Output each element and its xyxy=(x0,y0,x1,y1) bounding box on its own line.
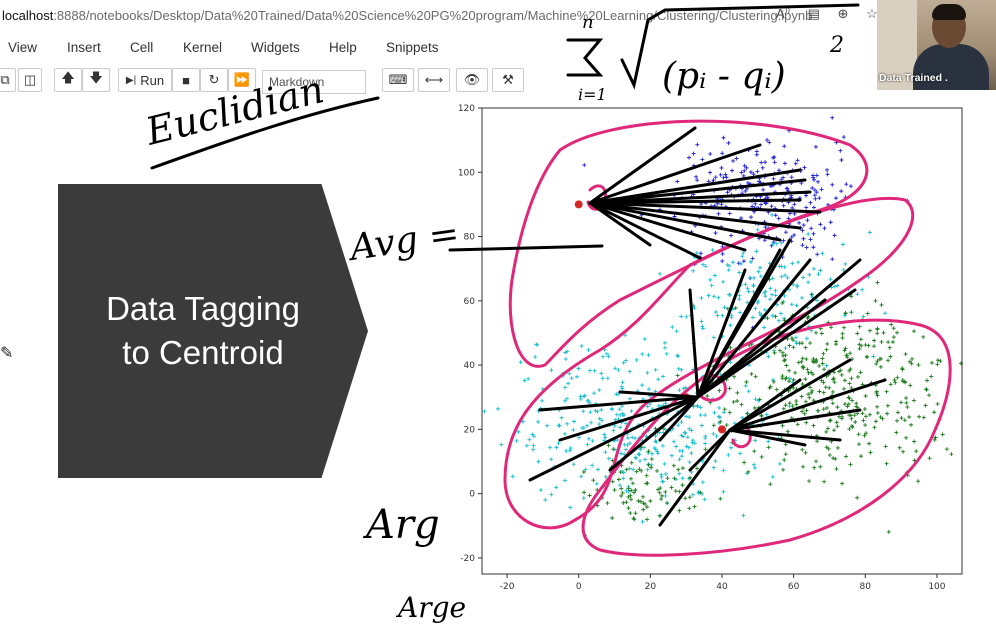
y-tick-label: 0 xyxy=(469,490,475,500)
slide-line-1: Data Tagging xyxy=(106,290,300,327)
x-tick-label: 0 xyxy=(576,582,582,592)
read-aloud-icon[interactable]: A)) xyxy=(776,6,790,22)
favorite-icon[interactable]: ☆ xyxy=(866,6,878,22)
run-button[interactable]: ▶| Run xyxy=(118,68,172,92)
point-cluster-cyan xyxy=(496,406,501,411)
restart-button[interactable]: ↻ xyxy=(200,68,228,92)
menu-kernel[interactable]: Kernel xyxy=(183,40,223,55)
cell-type-select[interactable]: Markdown xyxy=(262,70,366,94)
menu-help[interactable]: Help xyxy=(329,40,357,55)
eye-icon: 👁 xyxy=(463,72,481,87)
pencil-cursor-icon: ✎ xyxy=(0,345,14,362)
arrow-up-icon: 🡅 xyxy=(61,70,75,85)
presenter-body xyxy=(913,44,989,90)
webcam-overlay: Data Trained . xyxy=(877,0,996,90)
reader-view-icon[interactable]: ▤ xyxy=(807,6,820,22)
presenter-hair xyxy=(932,4,966,20)
expand-button[interactable]: ⟷ xyxy=(418,68,450,92)
x-tick-label: 60 xyxy=(788,582,800,592)
address-bar[interactable]: localhost:8888/notebooks/Desktop/Data%20… xyxy=(0,0,882,32)
gavel-icon: ⚒ xyxy=(502,72,514,87)
copy-cell-button[interactable]: ⧉ xyxy=(0,68,16,92)
menu-view[interactable]: View xyxy=(8,40,38,55)
underline-euclidean xyxy=(150,96,380,170)
point-cluster-cyan xyxy=(482,409,487,414)
jupyter-menubar: View Insert Cell Kernel Widgets Help Sni… xyxy=(0,34,996,62)
slide-line-2: to Centroid xyxy=(122,334,284,371)
slide-arrow-shape xyxy=(58,184,368,478)
menu-insert[interactable]: Insert xyxy=(67,40,101,55)
y-tick-label: 60 xyxy=(464,297,476,307)
arrow-down-icon: 🡇 xyxy=(89,70,103,85)
arrows-horizontal-icon: ⟷ xyxy=(424,72,444,87)
x-tick-label: 20 xyxy=(645,582,657,592)
zoom-icon[interactable]: ⊕ xyxy=(837,6,849,22)
centroid-marker xyxy=(718,425,726,434)
x-tick-label: 40 xyxy=(716,582,728,592)
slide-arrow-text: Data Tagging to Centroid xyxy=(58,184,348,478)
browser-toolbar-icons: A)) ▤ ⊕ ☆ xyxy=(776,6,892,22)
menu-widgets[interactable]: Widgets xyxy=(251,40,300,55)
paste-cell-button[interactable]: ◫ xyxy=(18,68,42,92)
stop-button[interactable]: ■ xyxy=(172,68,200,92)
run-icon: ▶| xyxy=(125,74,137,86)
y-axis-ticks: -20 0 20 40 60 80 100 120 xyxy=(458,104,482,564)
webcam-background xyxy=(877,0,917,90)
move-down-button[interactable]: 🡇 xyxy=(82,68,110,92)
copy-icon: ⧉ xyxy=(0,72,10,87)
view-button[interactable]: 👁 xyxy=(456,68,488,92)
url-host: localhost xyxy=(2,8,54,23)
menu-snippets[interactable]: Snippets xyxy=(386,40,439,55)
stop-icon: ■ xyxy=(182,72,190,88)
point-cluster-blue xyxy=(830,115,835,120)
scatter-chart: -20 0 20 40 60 80 100 -20 0 20 40 60 80 100 120 xyxy=(458,104,964,592)
url-path: :8888/notebooks/Desktop/Data%20Trained/D… xyxy=(53,8,813,23)
handwritten-arg: Arg xyxy=(362,502,440,548)
handwritten-avg: Avg = xyxy=(345,213,462,269)
y-tick-label: 80 xyxy=(464,233,476,243)
y-tick-label: 100 xyxy=(458,168,475,178)
centroid-marker xyxy=(574,200,583,209)
x-axis-ticks: -20 0 20 40 60 80 100 xyxy=(500,574,946,592)
y-tick-label: 120 xyxy=(458,104,475,114)
webcam-caption: Data Trained . xyxy=(879,72,948,84)
point-cluster-green xyxy=(959,361,964,366)
gavel-button[interactable]: ⚒ xyxy=(492,68,524,92)
fast-forward-icon: ⏩ xyxy=(233,72,251,87)
menu-cell[interactable]: Cell xyxy=(130,40,154,55)
run-label: Run xyxy=(140,72,165,88)
move-up-button[interactable]: 🡅 xyxy=(54,68,82,92)
paste-icon: ◫ xyxy=(23,72,37,87)
keyboard-icon: ⌨ xyxy=(388,72,408,87)
x-tick-label: -20 xyxy=(500,582,515,592)
restart-icon: ↻ xyxy=(208,72,220,87)
jupyter-toolbar: ⧉ ◫ 🡅 🡇 ▶| Run ■ ↻ ⏩ ⌨ ⟷ 👁 ⚒ xyxy=(0,66,996,96)
x-tick-label: 100 xyxy=(928,582,945,592)
y-tick-label: 20 xyxy=(464,425,476,435)
y-tick-label: 40 xyxy=(464,361,476,371)
centroid-marker xyxy=(682,393,691,402)
point-cluster-cyan xyxy=(499,442,504,447)
restart-run-all-button[interactable]: ⏩ xyxy=(228,68,256,92)
y-tick-label: -20 xyxy=(460,554,475,564)
keyboard-shortcuts-button[interactable]: ⌨ xyxy=(382,68,414,92)
x-tick-label: 80 xyxy=(860,582,872,592)
